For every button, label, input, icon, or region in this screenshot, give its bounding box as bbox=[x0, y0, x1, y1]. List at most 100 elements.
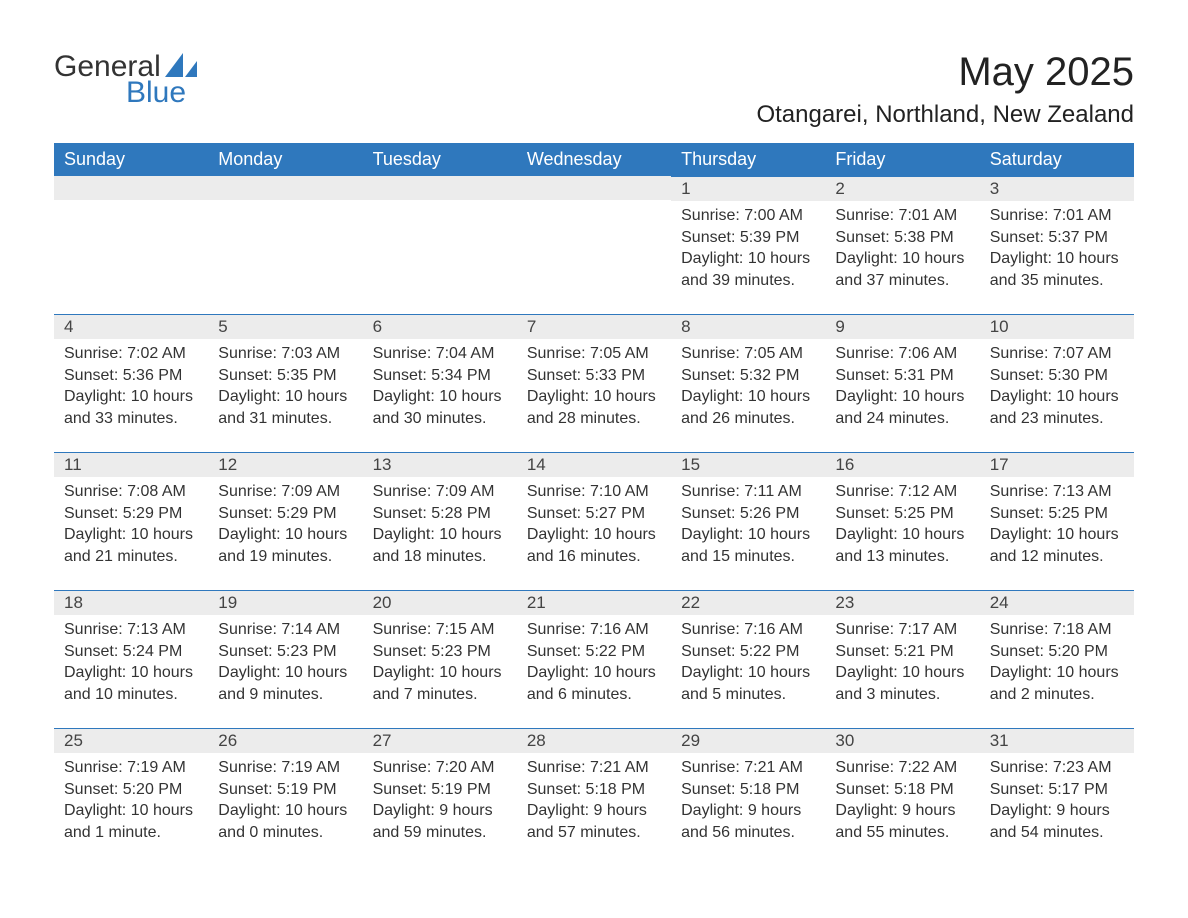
day-number: 2 bbox=[825, 176, 979, 201]
day-number: 15 bbox=[671, 452, 825, 477]
daylight-line: and 59 minutes. bbox=[373, 822, 507, 844]
calendar-cell: 19Sunrise: 7:14 AMSunset: 5:23 PMDayligh… bbox=[208, 590, 362, 728]
calendar-cell: 6Sunrise: 7:04 AMSunset: 5:34 PMDaylight… bbox=[363, 314, 517, 452]
empty-day-bar bbox=[54, 176, 208, 200]
daylight-line: and 23 minutes. bbox=[990, 408, 1124, 430]
day-number: 9 bbox=[825, 314, 979, 339]
daylight-line: Daylight: 10 hours bbox=[373, 386, 507, 408]
daylight-line: and 5 minutes. bbox=[681, 684, 815, 706]
daylight-line: and 10 minutes. bbox=[64, 684, 198, 706]
sunrise-line: Sunrise: 7:15 AM bbox=[373, 619, 507, 641]
calendar-cell: 26Sunrise: 7:19 AMSunset: 5:19 PMDayligh… bbox=[208, 728, 362, 866]
calendar-cell: 13Sunrise: 7:09 AMSunset: 5:28 PMDayligh… bbox=[363, 452, 517, 590]
day-number: 18 bbox=[54, 590, 208, 615]
sunset-line: Sunset: 5:34 PM bbox=[373, 365, 507, 387]
day-body: Sunrise: 7:15 AMSunset: 5:23 PMDaylight:… bbox=[363, 615, 517, 709]
daylight-line: Daylight: 10 hours bbox=[990, 524, 1124, 546]
daylight-line: Daylight: 9 hours bbox=[681, 800, 815, 822]
sunset-line: Sunset: 5:23 PM bbox=[373, 641, 507, 663]
daylight-line: Daylight: 10 hours bbox=[218, 662, 352, 684]
daylight-line: and 26 minutes. bbox=[681, 408, 815, 430]
daylight-line: and 54 minutes. bbox=[990, 822, 1124, 844]
sunrise-line: Sunrise: 7:20 AM bbox=[373, 757, 507, 779]
day-body: Sunrise: 7:21 AMSunset: 5:18 PMDaylight:… bbox=[517, 753, 671, 847]
day-number: 27 bbox=[363, 728, 517, 753]
day-body: Sunrise: 7:13 AMSunset: 5:24 PMDaylight:… bbox=[54, 615, 208, 709]
calendar-cell: 21Sunrise: 7:16 AMSunset: 5:22 PMDayligh… bbox=[517, 590, 671, 728]
day-number: 26 bbox=[208, 728, 362, 753]
day-number: 10 bbox=[980, 314, 1134, 339]
day-number: 28 bbox=[517, 728, 671, 753]
day-body: Sunrise: 7:14 AMSunset: 5:23 PMDaylight:… bbox=[208, 615, 362, 709]
sunrise-line: Sunrise: 7:19 AM bbox=[218, 757, 352, 779]
daylight-line: Daylight: 10 hours bbox=[527, 386, 661, 408]
calendar-cell: 18Sunrise: 7:13 AMSunset: 5:24 PMDayligh… bbox=[54, 590, 208, 728]
daylight-line: Daylight: 10 hours bbox=[681, 662, 815, 684]
day-body: Sunrise: 7:01 AMSunset: 5:37 PMDaylight:… bbox=[980, 201, 1134, 295]
day-body: Sunrise: 7:16 AMSunset: 5:22 PMDaylight:… bbox=[517, 615, 671, 709]
sunset-line: Sunset: 5:31 PM bbox=[835, 365, 969, 387]
calendar-cell: 24Sunrise: 7:18 AMSunset: 5:20 PMDayligh… bbox=[980, 590, 1134, 728]
day-number: 22 bbox=[671, 590, 825, 615]
day-number: 11 bbox=[54, 452, 208, 477]
day-number: 29 bbox=[671, 728, 825, 753]
calendar-cell: 3Sunrise: 7:01 AMSunset: 5:37 PMDaylight… bbox=[980, 176, 1134, 314]
location: Otangarei, Northland, New Zealand bbox=[756, 101, 1134, 129]
calendar-cell: 17Sunrise: 7:13 AMSunset: 5:25 PMDayligh… bbox=[980, 452, 1134, 590]
title-block: May 2025 Otangarei, Northland, New Zeala… bbox=[756, 50, 1134, 137]
daylight-line: Daylight: 10 hours bbox=[373, 662, 507, 684]
daylight-line: Daylight: 10 hours bbox=[373, 524, 507, 546]
day-number: 16 bbox=[825, 452, 979, 477]
day-number: 20 bbox=[363, 590, 517, 615]
daylight-line: Daylight: 10 hours bbox=[835, 386, 969, 408]
day-body: Sunrise: 7:09 AMSunset: 5:28 PMDaylight:… bbox=[363, 477, 517, 571]
calendar-cell: 12Sunrise: 7:09 AMSunset: 5:29 PMDayligh… bbox=[208, 452, 362, 590]
sunrise-line: Sunrise: 7:08 AM bbox=[64, 481, 198, 503]
daylight-line: Daylight: 10 hours bbox=[990, 386, 1124, 408]
day-number: 23 bbox=[825, 590, 979, 615]
day-body: Sunrise: 7:18 AMSunset: 5:20 PMDaylight:… bbox=[980, 615, 1134, 709]
day-number: 7 bbox=[517, 314, 671, 339]
weekday-header: Sunday bbox=[54, 143, 208, 176]
daylight-line: and 28 minutes. bbox=[527, 408, 661, 430]
day-number: 25 bbox=[54, 728, 208, 753]
sunset-line: Sunset: 5:18 PM bbox=[835, 779, 969, 801]
day-number: 12 bbox=[208, 452, 362, 477]
sunrise-line: Sunrise: 7:23 AM bbox=[990, 757, 1124, 779]
sunset-line: Sunset: 5:27 PM bbox=[527, 503, 661, 525]
sunset-line: Sunset: 5:26 PM bbox=[681, 503, 815, 525]
daylight-line: Daylight: 10 hours bbox=[64, 524, 198, 546]
daylight-line: and 6 minutes. bbox=[527, 684, 661, 706]
day-body: Sunrise: 7:04 AMSunset: 5:34 PMDaylight:… bbox=[363, 339, 517, 433]
day-number: 21 bbox=[517, 590, 671, 615]
day-body: Sunrise: 7:02 AMSunset: 5:36 PMDaylight:… bbox=[54, 339, 208, 433]
day-body: Sunrise: 7:07 AMSunset: 5:30 PMDaylight:… bbox=[980, 339, 1134, 433]
daylight-line: and 33 minutes. bbox=[64, 408, 198, 430]
sunset-line: Sunset: 5:17 PM bbox=[990, 779, 1124, 801]
daylight-line: and 55 minutes. bbox=[835, 822, 969, 844]
calendar-week: 1Sunrise: 7:00 AMSunset: 5:39 PMDaylight… bbox=[54, 176, 1134, 314]
sunrise-line: Sunrise: 7:07 AM bbox=[990, 343, 1124, 365]
sunset-line: Sunset: 5:25 PM bbox=[990, 503, 1124, 525]
day-body: Sunrise: 7:00 AMSunset: 5:39 PMDaylight:… bbox=[671, 201, 825, 295]
daylight-line: Daylight: 10 hours bbox=[218, 800, 352, 822]
header-row: General Blue May 2025 Otangarei, Northla… bbox=[54, 50, 1134, 137]
day-body: Sunrise: 7:13 AMSunset: 5:25 PMDaylight:… bbox=[980, 477, 1134, 571]
day-body: Sunrise: 7:16 AMSunset: 5:22 PMDaylight:… bbox=[671, 615, 825, 709]
day-body: Sunrise: 7:06 AMSunset: 5:31 PMDaylight:… bbox=[825, 339, 979, 433]
calendar-body: 1Sunrise: 7:00 AMSunset: 5:39 PMDaylight… bbox=[54, 176, 1134, 866]
calendar-cell bbox=[363, 176, 517, 314]
sunrise-line: Sunrise: 7:01 AM bbox=[835, 205, 969, 227]
day-body: Sunrise: 7:05 AMSunset: 5:32 PMDaylight:… bbox=[671, 339, 825, 433]
sunrise-line: Sunrise: 7:14 AM bbox=[218, 619, 352, 641]
day-body: Sunrise: 7:03 AMSunset: 5:35 PMDaylight:… bbox=[208, 339, 362, 433]
daylight-line: Daylight: 10 hours bbox=[835, 524, 969, 546]
sunrise-line: Sunrise: 7:22 AM bbox=[835, 757, 969, 779]
calendar-cell: 16Sunrise: 7:12 AMSunset: 5:25 PMDayligh… bbox=[825, 452, 979, 590]
calendar-cell bbox=[208, 176, 362, 314]
calendar-cell: 8Sunrise: 7:05 AMSunset: 5:32 PMDaylight… bbox=[671, 314, 825, 452]
calendar-cell: 23Sunrise: 7:17 AMSunset: 5:21 PMDayligh… bbox=[825, 590, 979, 728]
calendar-cell: 14Sunrise: 7:10 AMSunset: 5:27 PMDayligh… bbox=[517, 452, 671, 590]
sunrise-line: Sunrise: 7:16 AM bbox=[527, 619, 661, 641]
calendar-week: 25Sunrise: 7:19 AMSunset: 5:20 PMDayligh… bbox=[54, 728, 1134, 866]
